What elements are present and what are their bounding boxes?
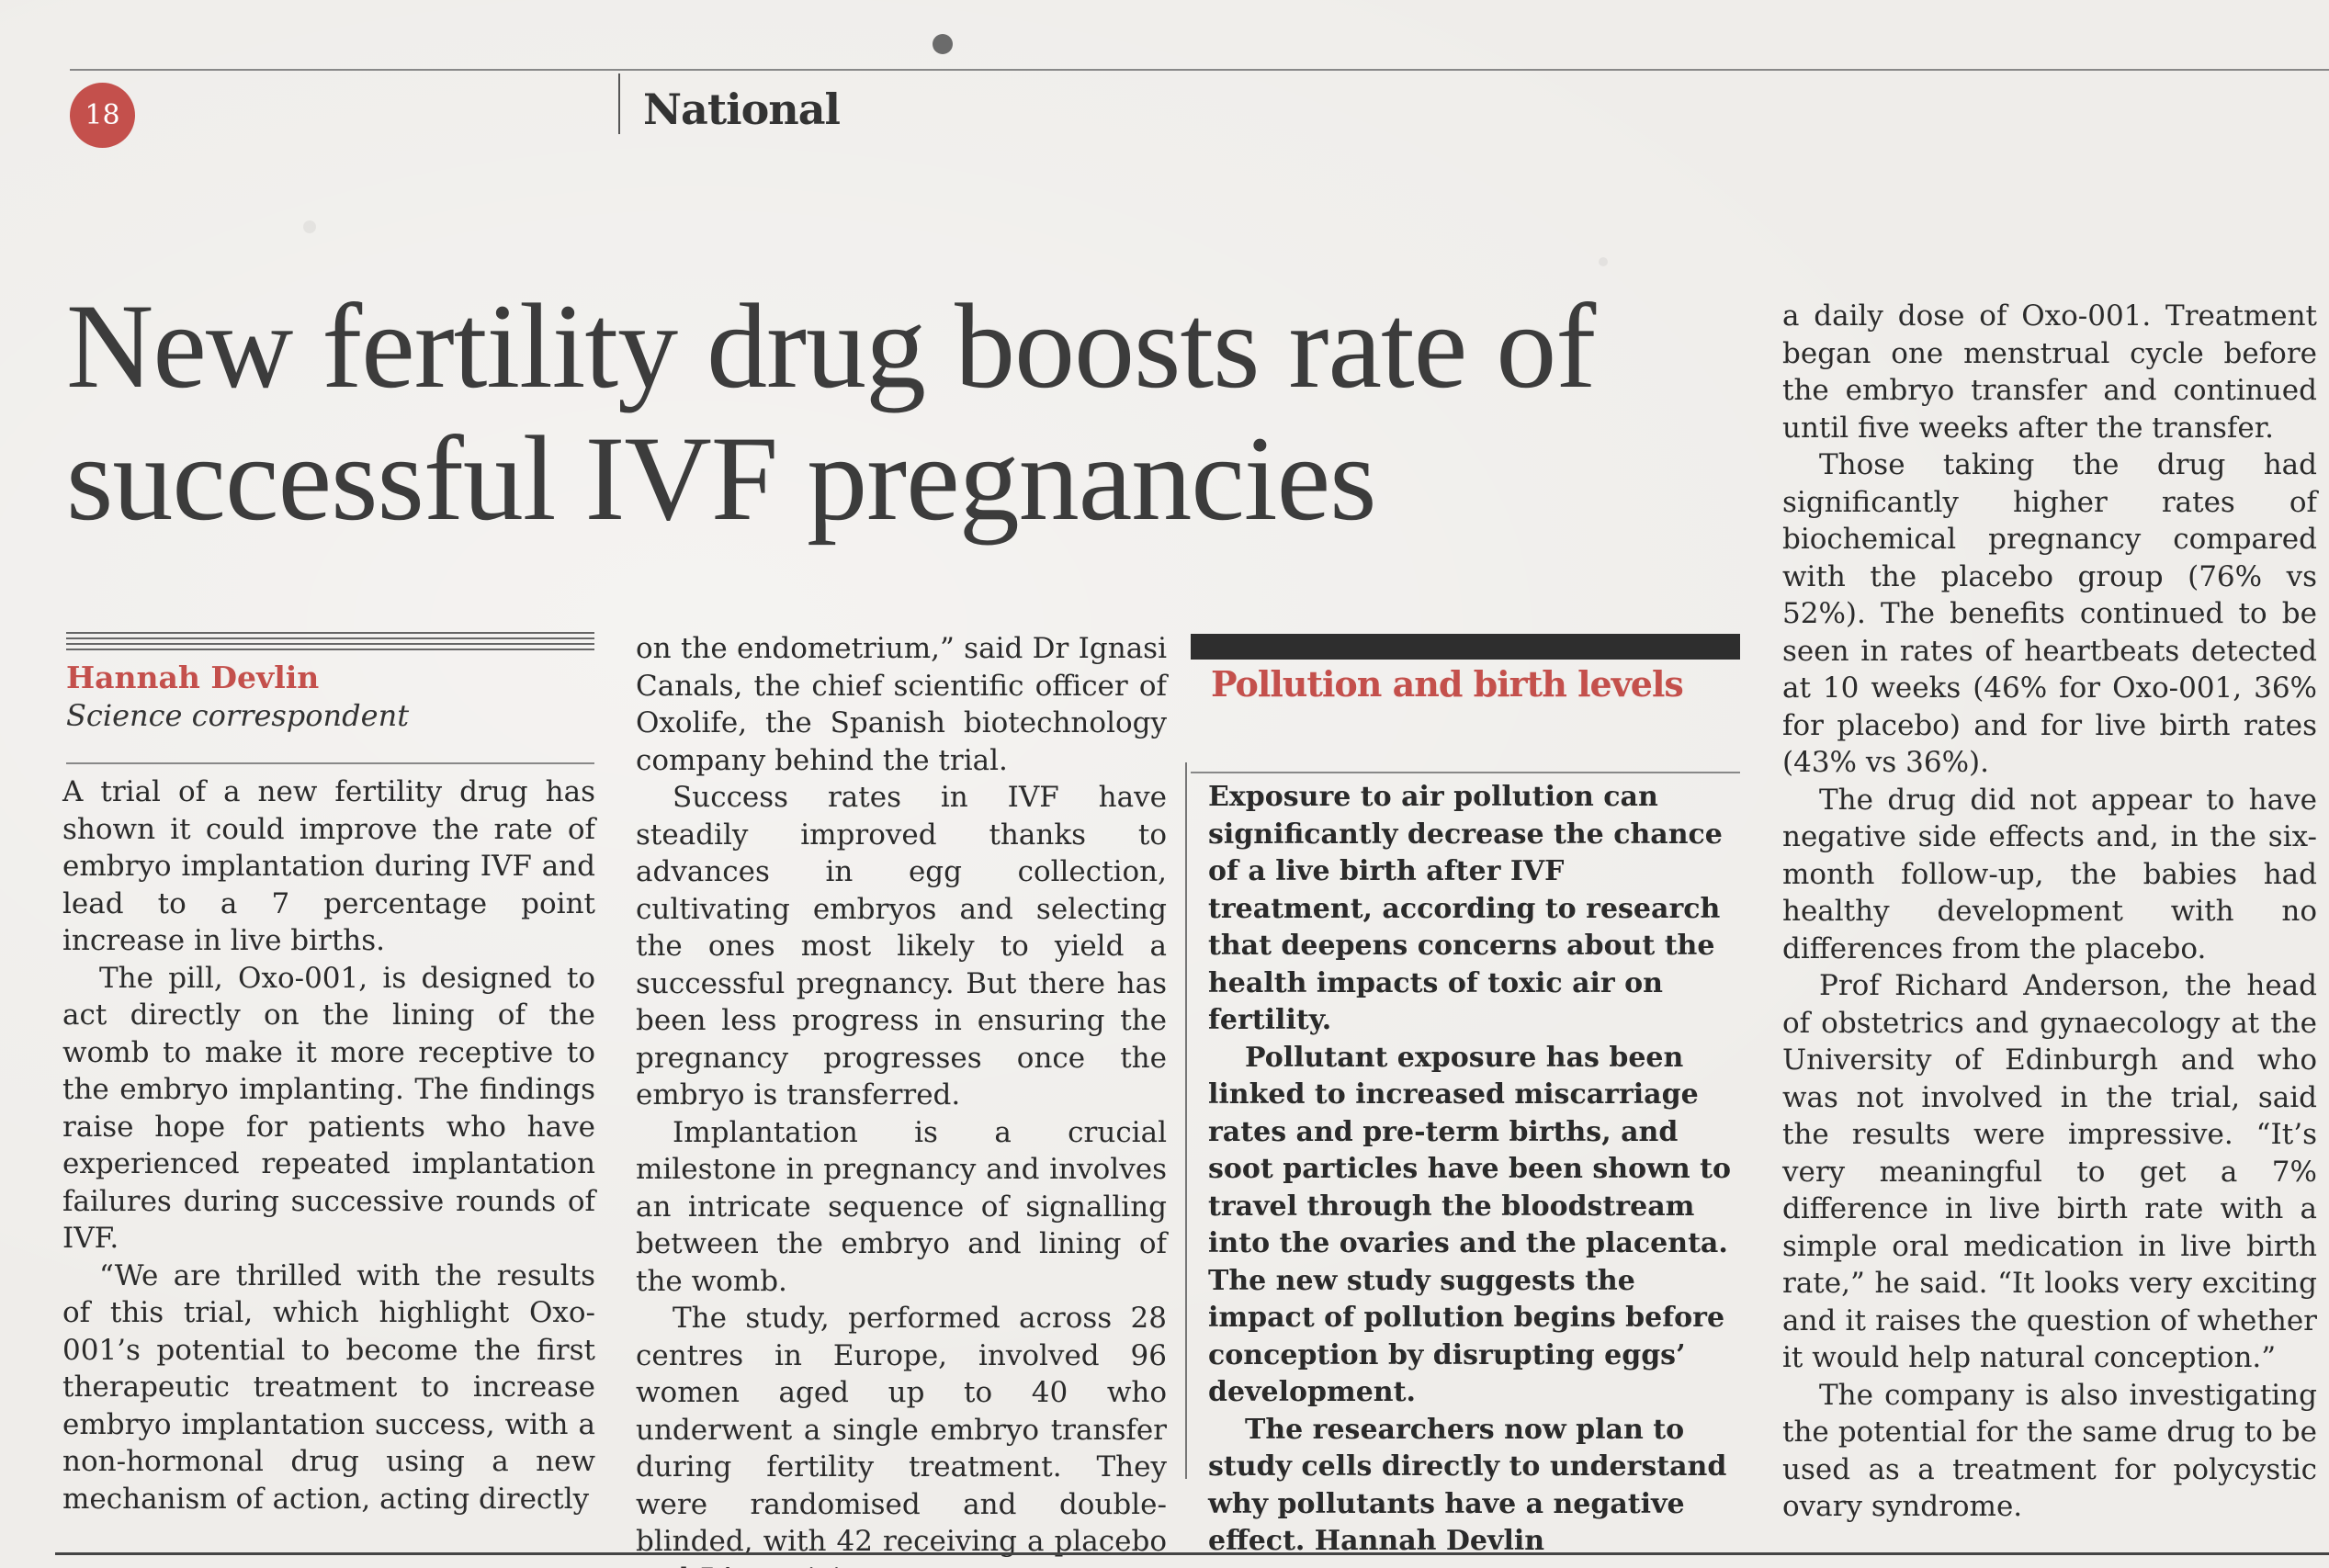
paragraph: Prof Richard Anderson, the head of obste… — [1782, 969, 2317, 1374]
paragraph: Those taking the drug had significantly … — [1782, 448, 2317, 779]
byline-role: Science correspondent — [66, 698, 410, 733]
article-column-1: A trial of a new fertility drug has show… — [62, 773, 595, 1517]
top-rule — [70, 69, 2329, 71]
article-column-2: on the endometrium,” said Dr Ignasi Cana… — [636, 630, 1167, 1568]
paragraph: The drug did not appear to have negative… — [1782, 783, 2317, 965]
bottom-rule — [55, 1552, 2329, 1555]
sidebar-paragraph: The researchers now plan to study cells … — [1208, 1413, 1727, 1558]
column-rule — [1185, 762, 1187, 1479]
page-number-badge: 18 — [70, 83, 135, 148]
sidebar-body: Exposure to air pollution can significan… — [1208, 779, 1732, 1561]
paragraph: The study, performed across 28 centres i… — [636, 1302, 1167, 1568]
paragraph: The pill, Oxo-001, is designed to act di… — [62, 961, 595, 1256]
ink-speck — [303, 220, 316, 233]
paragraph: The company is also investigating the po… — [1782, 1378, 2317, 1524]
paragraph: Implantation is a crucial milestone in p… — [636, 1115, 1167, 1298]
paragraph: on the endometrium,” said Dr Ignasi Cana… — [636, 632, 1167, 777]
paragraph: A trial of a new fertility drug has show… — [62, 775, 595, 957]
sidebar-paragraph: Pollutant exposure has been linked to in… — [1208, 1041, 1732, 1409]
section-divider — [618, 73, 620, 134]
ink-speck — [1599, 257, 1608, 266]
byline-rules — [66, 632, 594, 652]
sidebar-paragraph: Exposure to air pollution can significan… — [1208, 781, 1723, 1036]
paragraph: a daily dose of Oxo-001. Treatment began… — [1782, 299, 2317, 445]
sidebar-header-bar — [1191, 634, 1740, 660]
punch-hole — [933, 34, 953, 54]
headline: New fertility drug boosts rate of succes… — [66, 278, 1596, 546]
sidebar-title: Pollution and birth levels — [1211, 663, 1684, 705]
article-column-4: a daily dose of Oxo-001. Treatment began… — [1782, 298, 2317, 1526]
paragraph: Success rates in IVF have steadily impro… — [636, 781, 1167, 1111]
sidebar-rule — [1191, 772, 1740, 773]
byline-underline — [66, 762, 594, 764]
section-label: National — [643, 85, 841, 134]
byline-name: Hannah Devlin — [66, 660, 320, 695]
paragraph: “We are thrilled with the results of thi… — [62, 1258, 595, 1516]
